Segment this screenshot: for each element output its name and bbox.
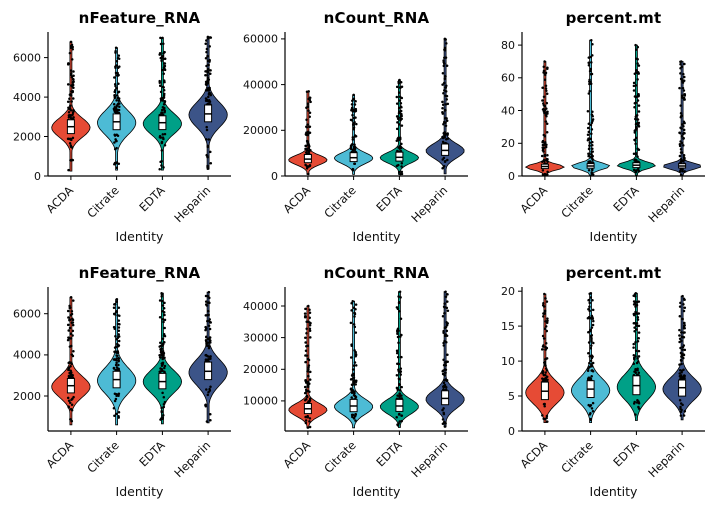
x-cat-label: ACDA [43,183,76,216]
y-tick-label: 30000 [243,331,278,344]
panel-ncount-rna-prefilter: nCount_RNA 0 20000 40000 60000 ACDA Citrate ED… [237,0,474,255]
y-tick-label: 10 [501,355,515,368]
jitter-points-Heparin [678,294,687,417]
panel-title: nFeature_RNA [78,9,201,27]
x-cat-label: Heparin [408,183,450,225]
x-cat-label: EDTA [373,183,404,214]
y-tick-label: 40000 [243,300,278,313]
y-tick-label: 20 [501,285,515,298]
jitter-points-Heparin [204,35,213,171]
x-cat-label: ACDA [517,438,550,471]
x-cat-label: Citrate [84,438,122,476]
y-tick-label: 40 [501,104,515,117]
panel-nfeature-rna-prefilter: nFeature_RNA 0 2000 4000 6000 ACDA Citrate EDT… [0,0,237,255]
violin-chart-svg: 0 2000 4000 6000 ACDA Citrate EDTA Heparin [13,32,231,225]
x-cat-label: ACDA [43,438,76,471]
jitter-points-Heparin [678,60,687,177]
panel-title: nFeature_RNA [78,264,201,282]
jitter-points-Citrate [586,38,595,176]
y-tick-label: 4000 [13,91,41,104]
x-cat-label: EDTA [610,438,641,469]
y-tick-label: 5 [508,390,515,403]
jitter-points-EDTA [395,78,404,176]
y-tick-label: 0 [271,170,278,183]
jitter-points-Citrate [112,46,121,170]
violin-EDTA [616,44,657,176]
panel-nfeature-rna-postfilter: nFeature_RNA 2000 4000 6000 ACDA Citrate EDTA… [0,255,237,510]
x-cat-label: Heparin [645,183,687,225]
violin-Heparin [425,291,465,428]
x-cat-label: EDTA [610,183,641,214]
jitter-points-Citrate [586,292,595,422]
y-tick-label: 2000 [13,130,41,143]
x-cat-label: Heparin [171,438,213,480]
panel-ncount-rna-postfilter: nCount_RNA 10000 20000 30000 40000 ACDA Citra… [237,255,474,510]
jitter-points-EDTA [395,290,404,427]
panel-title: percent.mt [565,9,662,27]
x-cat-label: ACDA [517,183,550,216]
x-cat-label: EDTA [136,183,167,214]
x-cat-label: EDTA [136,438,167,469]
panel-percent-mt-postfilter: percent.mt 0 5 10 15 20 ACDA Citrate EDTA Hepari… [474,255,711,510]
x-axis-title: Identity [115,229,164,244]
x-cat-label: ACDA [280,183,313,216]
y-tick-label: 40000 [243,78,278,91]
jitter-points-EDTA [158,291,167,421]
violin-chart-svg: 0 20 40 60 80 ACDA Citrate EDTA Heparin [501,32,705,225]
x-cat-label: Citrate [558,183,596,221]
panel-title: nCount_RNA [323,264,430,282]
y-tick-label: 60 [501,72,515,85]
y-tick-label: 6000 [13,308,41,321]
x-cat-label: Citrate [84,183,122,221]
x-axis-title: Identity [589,484,638,499]
x-axis-title: Identity [352,484,401,499]
x-axis-title: Identity [589,229,638,244]
violin-chart-svg: 10000 20000 30000 40000 ACDA Citrate EDTA Hepar… [243,287,468,480]
y-tick-label: 20 [501,137,515,150]
y-tick-label: 4000 [13,349,41,362]
violin-chart-svg: 0 5 10 15 20 ACDA Citrate EDTA Heparin [501,285,705,480]
x-cat-label: Heparin [645,438,687,480]
jitter-points-ACDA [66,40,75,172]
y-tick-label: 20000 [243,124,278,137]
y-tick-label: 60000 [243,33,278,46]
jitter-points-Citrate [349,93,358,172]
panel-title: percent.mt [565,264,662,282]
jitter-points-Citrate [349,299,358,422]
y-tick-label: 10000 [243,395,278,408]
y-tick-label: 0 [34,170,41,183]
y-tick-label: 15 [501,320,515,333]
jitter-points-Citrate [112,298,121,419]
x-cat-label: Citrate [321,438,359,476]
x-axis-title: Identity [352,229,401,244]
x-cat-label: Citrate [321,183,359,221]
y-tick-label: 2000 [13,390,41,403]
x-cat-label: ACDA [280,438,313,471]
panel-percent-mt-prefilter: percent.mt 0 20 40 60 80 ACDA Citrate EDTA Hepar… [474,0,711,255]
violin-chart-svg: 2000 4000 6000 ACDA Citrate EDTA Heparin [13,287,231,480]
x-cat-label: EDTA [373,438,404,469]
x-cat-label: Heparin [408,438,450,480]
y-tick-label: 80 [501,39,515,52]
x-axis-title: Identity [115,484,164,499]
violin-chart-svg: 0 20000 40000 60000 ACDA Citrate EDTA Heparin [243,32,468,225]
panel-title: nCount_RNA [323,9,430,27]
y-tick-label: 6000 [13,51,41,64]
violin-Citrate [334,94,374,175]
jitter-points-EDTA [158,36,167,171]
y-tick-label: 20000 [243,363,278,376]
jitter-points-ACDA [540,60,549,177]
y-tick-label: 0 [508,170,515,183]
x-cat-label: Citrate [558,438,596,476]
y-tick-label: 0 [508,425,515,438]
x-cat-label: Heparin [171,183,213,225]
